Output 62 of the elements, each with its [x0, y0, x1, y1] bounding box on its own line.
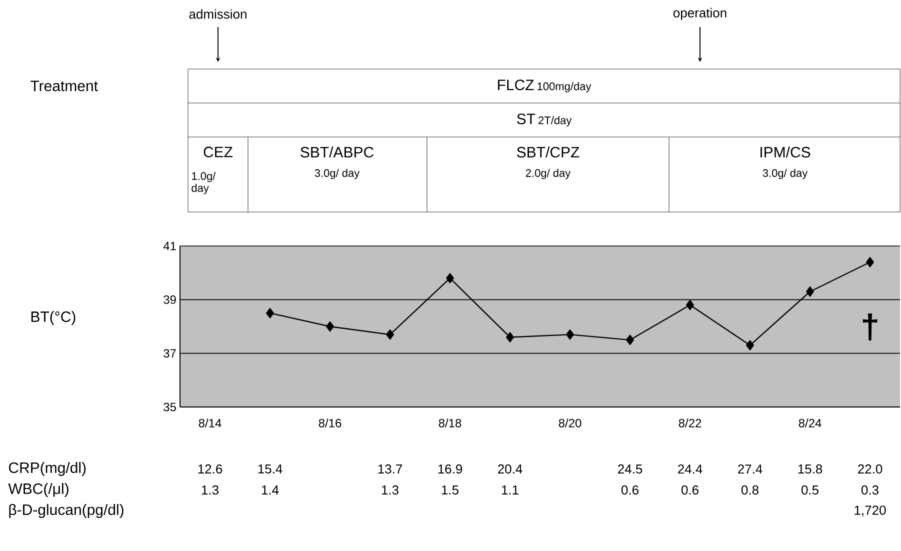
text: 0.6 [621, 485, 638, 495]
point [446, 273, 454, 284]
text: 15.8 [798, 464, 822, 474]
text: 2.0g/ day [526, 168, 571, 180]
text: SBT/ABPC [300, 146, 374, 158]
text: 24.5 [618, 464, 642, 474]
text: 20.4 [498, 464, 522, 474]
text: 16.9 [438, 464, 462, 474]
text: β-D-glucan(pg/dl) [9, 504, 124, 518]
text: 1.3 [202, 485, 218, 495]
text: 3.0g/ day [314, 168, 360, 180]
point [866, 257, 874, 268]
text: SBT/CPZ [517, 146, 580, 158]
text: 0.3 [861, 485, 878, 495]
text: 1.3 [382, 485, 398, 495]
x-tick-label: 8/18 [438, 418, 462, 428]
y-tick-label: 35 [164, 402, 176, 412]
text: 15.4 [258, 464, 282, 474]
text: 22.0 [858, 464, 882, 474]
text: FLCZ [498, 80, 534, 90]
text: 2T/day [538, 116, 572, 126]
text: IPM/CS [760, 146, 810, 158]
text: BT(°C) [31, 311, 76, 325]
text: ST [517, 114, 536, 124]
point [626, 334, 634, 346]
text: 1.5 [442, 485, 458, 495]
text: operation [673, 8, 726, 20]
x-tick-label: 8/20 [558, 418, 582, 428]
text: CEZ [204, 146, 233, 158]
x-tick-label: 8/14 [198, 418, 222, 428]
text: 1.1 [502, 486, 518, 494]
annotation: † [862, 314, 878, 340]
text: WBC(/μl) [8, 483, 68, 497]
text: 100mg/day [538, 82, 592, 92]
point [506, 332, 514, 342]
text: admission [189, 9, 246, 19]
point [386, 329, 394, 340]
x-tick-label: 8/22 [678, 418, 702, 428]
text: 3.0g/ day [762, 168, 808, 180]
text: 0.6 [681, 485, 698, 495]
text: 12.6 [198, 464, 222, 474]
point [326, 321, 334, 332]
text: Treatment [30, 80, 98, 92]
text: 1,720 [854, 506, 886, 516]
x-tick-label: 8/16 [318, 418, 342, 428]
text: 0.8 [741, 485, 758, 495]
point [746, 340, 754, 350]
y-tick-label: 41 [163, 242, 176, 250]
text: CRP(mg/dl) [8, 462, 86, 476]
text: 0.5 [801, 485, 818, 495]
point [566, 329, 574, 340]
text: 13.7 [378, 464, 402, 474]
y-tick-label: 39 [164, 295, 176, 304]
point [806, 286, 814, 297]
text: 24.4 [678, 464, 702, 474]
text: 1.0g/ day [192, 172, 216, 194]
text: 1.4 [262, 486, 279, 494]
text: 27.4 [738, 464, 762, 474]
point [686, 300, 694, 310]
point [266, 308, 274, 318]
x-tick-label: 8/24 [798, 418, 822, 428]
y-tick-label: 37 [164, 349, 176, 358]
